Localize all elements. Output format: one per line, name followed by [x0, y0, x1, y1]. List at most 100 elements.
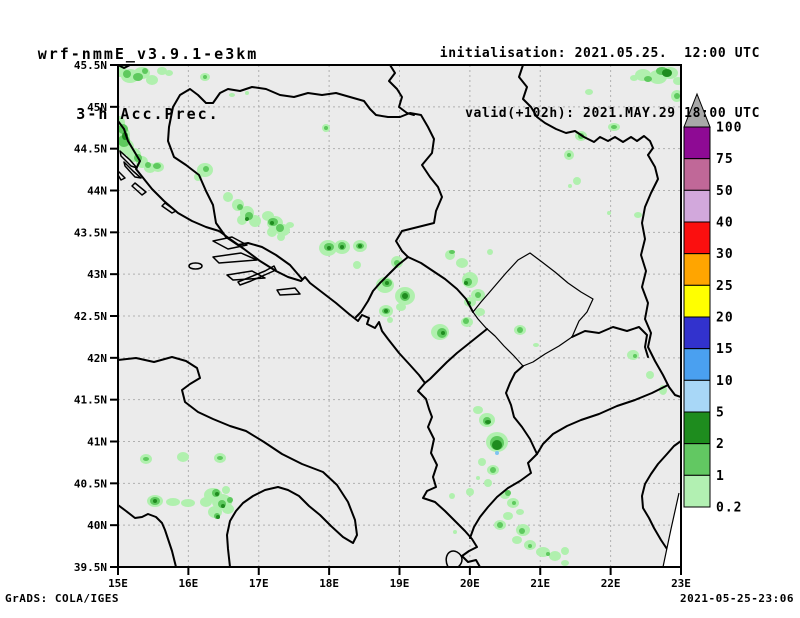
border-island-small-2	[161, 202, 177, 214]
lon-label: 15E	[108, 577, 128, 590]
lon-label: 17E	[249, 577, 269, 590]
colorbar-segment	[683, 443, 711, 476]
precip-cell	[485, 420, 491, 424]
lat-label: 40.5N	[74, 477, 107, 490]
precip-cell	[475, 292, 481, 298]
precip-cell	[492, 440, 502, 450]
lon-label: 21E	[530, 577, 550, 590]
precip-cell	[473, 406, 483, 414]
precip-cell	[222, 486, 230, 494]
lat-label: 43N	[87, 268, 107, 281]
colorbar-label: 0.2	[716, 501, 742, 516]
precip-cell	[673, 77, 681, 85]
precip-cell	[561, 547, 569, 555]
precip-cell	[528, 544, 532, 548]
border-island-korcula	[226, 270, 266, 281]
precip-cell	[153, 163, 161, 169]
colorbar-segment	[683, 158, 711, 191]
precip-cell	[216, 515, 220, 519]
colorbar-label: 75	[716, 152, 734, 167]
precip-cell	[384, 309, 388, 313]
border-island-small-1	[118, 170, 126, 181]
precip-cell	[286, 222, 294, 228]
precip-cell	[449, 493, 455, 499]
precip-cell	[340, 245, 344, 249]
run-info-block: initialisation: 2021.05.25. 12:00 UTC va…	[440, 4, 760, 164]
colorbar-label: 100	[716, 121, 742, 136]
precip-cell	[456, 258, 468, 268]
precip-cell	[546, 552, 550, 556]
border-serbia-romania-danube	[518, 65, 654, 156]
precip-cell	[237, 204, 243, 210]
border-island-vis	[188, 262, 203, 270]
border-macedonia-greece	[536, 384, 669, 455]
precip-cell	[634, 212, 642, 218]
border-bosnia-border	[167, 86, 443, 318]
colorbar-label: 30	[716, 247, 734, 262]
precip-cell	[166, 498, 180, 506]
colorbar-label: 10	[716, 374, 734, 389]
lat-label: 43.5N	[74, 226, 107, 239]
lon-label: 19E	[390, 577, 410, 590]
precip-cell	[476, 476, 480, 480]
lat-label: 45.5N	[74, 59, 107, 72]
precip-cell	[567, 153, 571, 157]
colorbar-label: 1	[716, 469, 725, 484]
colorbar-label: 15	[716, 342, 734, 357]
precip-cell	[142, 68, 148, 74]
colorbar-segment	[683, 316, 711, 350]
precip-cell	[123, 70, 131, 78]
lon-label: 20E	[460, 577, 480, 590]
precip-cell	[517, 327, 523, 333]
precip-cell	[568, 184, 572, 188]
precip-cell	[561, 560, 569, 566]
precip-cell	[453, 530, 457, 534]
precip-cell	[490, 467, 496, 473]
colorbar-segment	[683, 253, 711, 286]
precip-cell	[153, 499, 157, 503]
precip-cell	[358, 244, 362, 248]
border-island-mljet	[276, 287, 301, 296]
precip-cell	[276, 224, 284, 232]
colorbar-segment	[683, 411, 711, 445]
precip-cell	[512, 536, 522, 544]
precip-cell	[644, 76, 652, 82]
lat-label: 45N	[87, 101, 107, 114]
colorbar-segment	[683, 474, 711, 508]
border-island-kornati	[131, 182, 147, 196]
colorbar-segment	[683, 284, 711, 318]
lon-label: 22E	[601, 577, 621, 590]
precip-cell	[573, 177, 581, 185]
lat-label: 42N	[87, 352, 107, 365]
precip-cell	[519, 528, 525, 534]
precip-cell	[203, 166, 209, 172]
border-montenegro-serbia	[407, 256, 474, 313]
precip-cell	[277, 233, 285, 241]
precip-cell	[674, 93, 680, 99]
precip-cell	[396, 303, 406, 311]
colorbar-segment	[683, 348, 711, 381]
precip-cell	[503, 512, 513, 520]
border-croatia-albania-coast	[118, 120, 481, 567]
colorbar-legend: 100 75 50 40 30 25 20 15 10 5 2 1 0.2	[683, 92, 742, 516]
border-macedonia-albania	[505, 365, 538, 455]
colorbar-segment	[683, 189, 711, 223]
precip-cell	[203, 75, 207, 79]
valid-time: valid(+102h): 2021.MAY.29 18:00 UTC	[465, 106, 760, 121]
product-title: 3-h Acc.Prec.	[76, 105, 220, 123]
precip-cell	[353, 261, 361, 269]
colorbar-segment	[683, 221, 711, 255]
lon-label: 23E	[671, 577, 691, 590]
lat-label: 41N	[87, 436, 107, 449]
precip-cell	[475, 308, 485, 316]
map-area	[118, 65, 681, 567]
lat-label: 42.5N	[74, 310, 107, 323]
border-island-pag-1	[119, 150, 138, 169]
precip-cell	[387, 317, 393, 323]
precip-cell	[245, 217, 249, 221]
border-serbia-bulgaria	[640, 154, 681, 398]
border-serbia-macedonia	[571, 326, 649, 358]
precip-cell	[495, 451, 499, 455]
lat-label: 40N	[87, 519, 107, 532]
